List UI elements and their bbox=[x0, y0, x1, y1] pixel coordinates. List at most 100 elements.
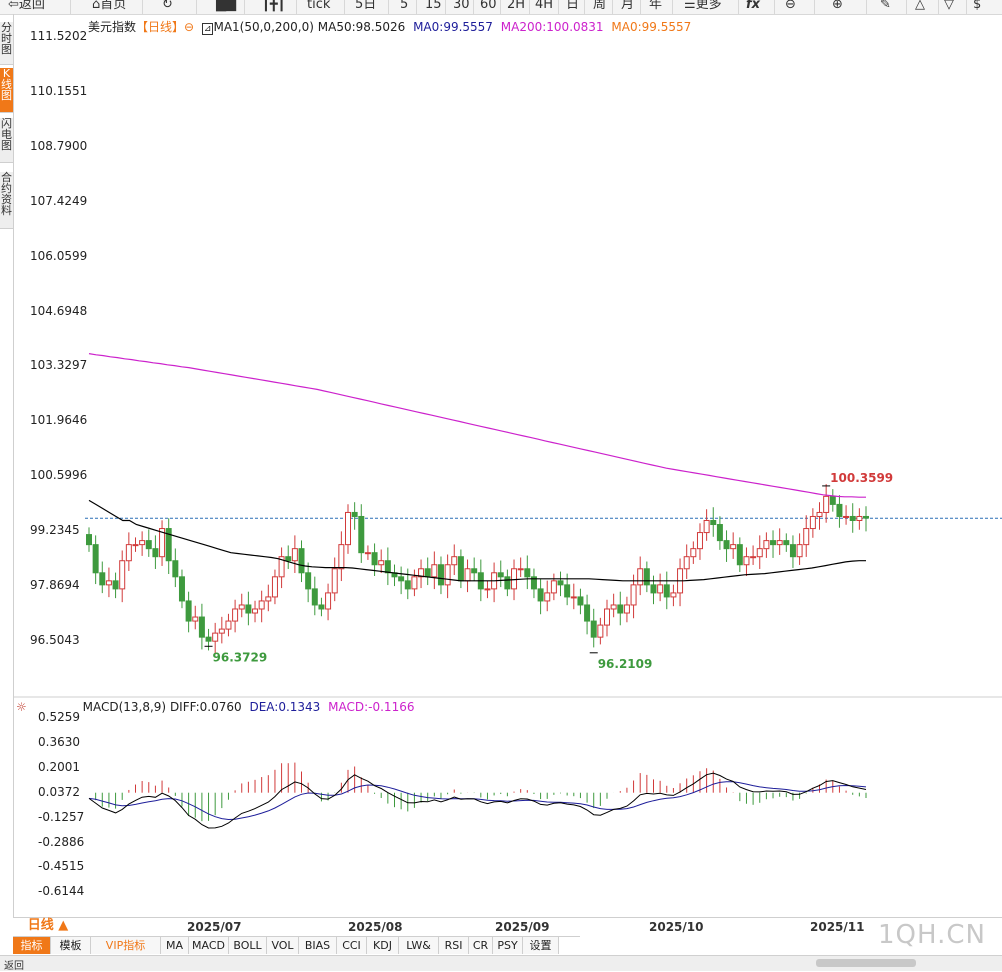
date-label: 2025/09 bbox=[495, 920, 550, 934]
macd-axis-label: -0.6144 bbox=[38, 884, 85, 899]
price-axis-label: 108.7900 bbox=[30, 138, 88, 153]
period-5day-button[interactable]: 5日 bbox=[355, 0, 377, 12]
candle-body bbox=[384, 560, 391, 574]
tab-vip-indicator[interactable]: VIP指标 bbox=[91, 937, 161, 954]
zoom-out-icon: ⊖ bbox=[785, 0, 796, 12]
tab-bias[interactable]: BIAS bbox=[299, 937, 337, 954]
period-2h-button[interactable]: 2H bbox=[507, 0, 526, 12]
candle-body bbox=[325, 592, 332, 610]
back-button[interactable]: ⇦返回 bbox=[8, 0, 45, 14]
watermark: 1QH.CN bbox=[878, 920, 986, 950]
period-month-button[interactable]: 月 bbox=[621, 0, 635, 12]
toolbar-divider bbox=[774, 0, 775, 14]
price-axis-label: 101.9646 bbox=[30, 413, 88, 428]
low-annotation-2: 96.2109 bbox=[598, 657, 653, 671]
period-15-button[interactable]: 15 bbox=[425, 0, 442, 12]
tab-boll[interactable]: BOLL bbox=[229, 937, 267, 954]
tab-kline[interactable]: K线图 bbox=[0, 68, 13, 113]
ma200-line bbox=[88, 353, 866, 498]
zoom-in-button[interactable]: ⊕ bbox=[832, 0, 843, 14]
tab-lightning[interactable]: 闪电图 bbox=[0, 118, 13, 163]
function-button[interactable]: fx bbox=[746, 0, 760, 14]
candle-body bbox=[258, 600, 265, 610]
macd-settings-icon[interactable]: ☼ bbox=[16, 700, 27, 714]
candle-body bbox=[444, 564, 451, 586]
tab-psy[interactable]: PSY bbox=[493, 937, 523, 954]
macd-axis-label: 0.0372 bbox=[38, 784, 80, 799]
tab-macd[interactable]: MACD bbox=[189, 937, 229, 954]
price-axis-label: 103.3297 bbox=[30, 358, 88, 373]
candle-body bbox=[252, 608, 259, 614]
price-axis-label: 106.0599 bbox=[30, 248, 88, 263]
period-year-button[interactable]: 年 bbox=[649, 0, 663, 12]
tab-template[interactable]: 模板 bbox=[51, 937, 91, 954]
scroll-handle[interactable] bbox=[816, 959, 916, 967]
tab-contract-info[interactable]: 合约资料 bbox=[0, 172, 13, 229]
candle-body bbox=[863, 515, 869, 519]
macd-chart[interactable] bbox=[0, 697, 1002, 927]
toolbar-divider bbox=[640, 0, 641, 14]
candle-body bbox=[557, 580, 564, 586]
tab-settings[interactable]: 设置 bbox=[523, 937, 559, 954]
tab-ma[interactable]: MA bbox=[161, 937, 189, 954]
period-selector-button[interactable]: 日线 ▲ bbox=[13, 918, 83, 934]
toolbar-divider bbox=[445, 0, 446, 14]
settings-circle-icon[interactable]: ⊖ bbox=[184, 20, 195, 34]
period-week-button[interactable]: 周 bbox=[593, 0, 607, 12]
back-icon: ⇦ bbox=[8, 0, 19, 12]
indicator-icon[interactable]: ⊿ bbox=[201, 23, 214, 35]
draw-button[interactable]: ✎ bbox=[880, 0, 891, 14]
triangle-up-icon: △ bbox=[915, 0, 925, 12]
toolbar-divider bbox=[500, 0, 501, 14]
candle-body bbox=[178, 576, 185, 602]
toolbar-divider bbox=[558, 0, 559, 14]
bar-chart-button[interactable]: ▇▆ bbox=[216, 0, 236, 14]
price-chart[interactable]: 96.3729 96.2109 100.3599 bbox=[0, 0, 1002, 700]
candle-body bbox=[338, 544, 345, 570]
candle-body bbox=[265, 596, 272, 602]
candle-body bbox=[683, 556, 690, 570]
candle-body bbox=[291, 548, 298, 562]
period-4h-button[interactable]: 4H bbox=[535, 0, 554, 12]
tab-timeshare[interactable]: 分时图 bbox=[0, 22, 13, 65]
candle-body bbox=[484, 588, 491, 591]
candle-body bbox=[172, 560, 179, 578]
triangle-down-button[interactable]: ▽ bbox=[944, 0, 954, 14]
toolbar-divider bbox=[612, 0, 613, 14]
tab-cci[interactable]: CCI bbox=[337, 937, 367, 954]
refresh-icon: ↻ bbox=[162, 0, 173, 12]
candle-body bbox=[604, 608, 610, 626]
candle-body bbox=[139, 540, 146, 546]
period-60-button[interactable]: 60 bbox=[480, 0, 497, 12]
ma50-value: MA50:98.5026 bbox=[317, 20, 406, 34]
more-button[interactable]: ☰更多 bbox=[684, 0, 722, 14]
home-icon: ⌂ bbox=[92, 0, 101, 12]
candle-body bbox=[225, 620, 232, 630]
refresh-button[interactable]: ↻ bbox=[162, 0, 173, 14]
tab-cr[interactable]: CR bbox=[469, 937, 493, 954]
indicator-tabs: 指标 模板 VIP指标 MA MACD BOLL VOL BIAS CCI KD… bbox=[13, 936, 580, 954]
currency-button[interactable]: $ bbox=[973, 0, 981, 14]
tick-button[interactable]: tick bbox=[307, 0, 331, 12]
tab-lw[interactable]: LW& bbox=[399, 937, 439, 954]
function-icon: fx bbox=[746, 0, 761, 12]
tab-indicator[interactable]: 指标 bbox=[13, 937, 51, 954]
candle-body bbox=[617, 604, 624, 614]
candle-body bbox=[152, 548, 159, 558]
period-30-button[interactable]: 30 bbox=[453, 0, 470, 12]
candle-button[interactable]: ┃╋┃ bbox=[262, 0, 285, 14]
candle-body bbox=[809, 515, 816, 530]
tab-kdj[interactable]: KDJ bbox=[367, 937, 399, 954]
bottom-return-tab[interactable]: 返回 bbox=[4, 961, 24, 972]
candle-body bbox=[497, 572, 504, 578]
price-axis-label: 104.6948 bbox=[30, 303, 88, 318]
candle-body bbox=[789, 544, 796, 558]
zoom-out-button[interactable]: ⊖ bbox=[785, 0, 796, 14]
period-5-button[interactable]: 5 bbox=[400, 0, 409, 12]
tab-vol[interactable]: VOL bbox=[267, 937, 299, 954]
tab-rsi[interactable]: RSI bbox=[439, 937, 469, 954]
triangle-up-button[interactable]: △ bbox=[915, 0, 925, 14]
home-button[interactable]: ⌂首页 bbox=[92, 0, 126, 14]
period-day-button[interactable]: 日 bbox=[566, 0, 580, 12]
triangle-down-icon: ▽ bbox=[944, 0, 954, 12]
